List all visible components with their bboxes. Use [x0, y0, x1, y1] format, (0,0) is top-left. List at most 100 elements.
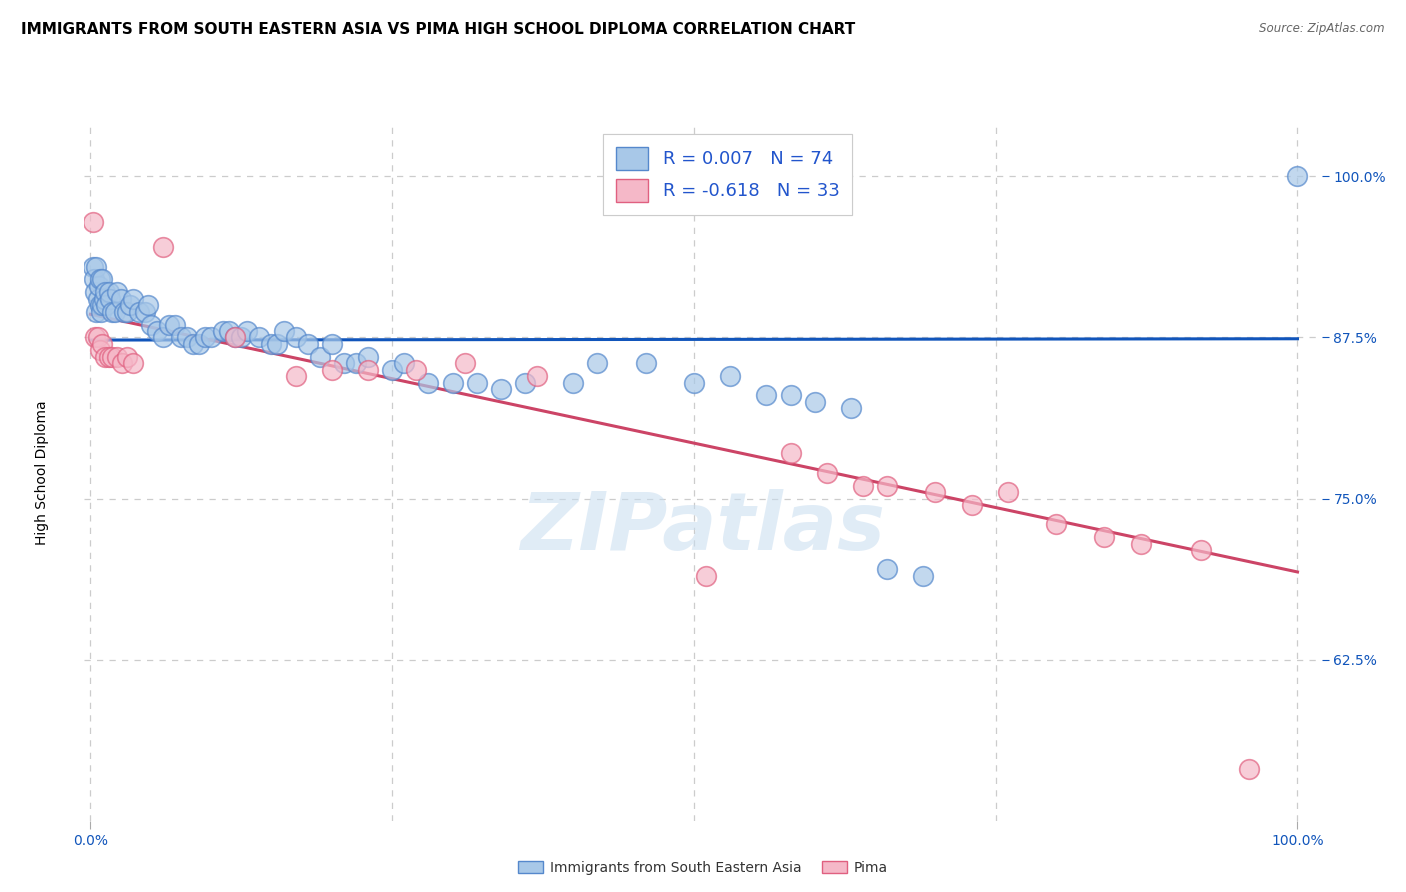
Point: [134, 304, 156, 318]
Point: [83, 272, 105, 286]
Point: [876, 478, 898, 492]
Point: [803, 395, 825, 409]
Point: [86, 330, 108, 344]
Point: [152, 330, 174, 344]
Point: [139, 318, 162, 332]
Point: [115, 350, 138, 364]
Point: [212, 324, 235, 338]
Point: [89, 272, 111, 286]
Point: [381, 362, 404, 376]
Legend: Immigrants from South Eastern Asia, Pima: Immigrants from South Eastern Asia, Pima: [512, 855, 894, 880]
Point: [86, 260, 108, 274]
Point: [84, 285, 107, 300]
Point: [815, 466, 838, 480]
Point: [266, 337, 288, 351]
Point: [111, 356, 134, 370]
Point: [194, 330, 217, 344]
Point: [441, 376, 464, 390]
Point: [284, 369, 307, 384]
Point: [297, 337, 319, 351]
Point: [513, 376, 536, 390]
Point: [94, 285, 117, 300]
Point: [695, 569, 717, 583]
Point: [912, 569, 935, 583]
Point: [852, 478, 875, 492]
Point: [94, 350, 117, 364]
Point: [110, 292, 132, 306]
Point: [924, 485, 946, 500]
Point: [247, 330, 270, 344]
Point: [405, 362, 427, 376]
Point: [308, 350, 330, 364]
Point: [224, 330, 246, 344]
Point: [115, 304, 138, 318]
Point: [260, 337, 283, 351]
Point: [121, 292, 143, 306]
Point: [105, 350, 128, 364]
Point: [86, 304, 108, 318]
Point: [1237, 762, 1260, 776]
Point: [960, 498, 983, 512]
Point: [876, 562, 898, 576]
Point: [273, 324, 295, 338]
Point: [91, 272, 114, 286]
Point: [101, 304, 124, 318]
Point: [1092, 530, 1115, 544]
Point: [418, 376, 440, 390]
Point: [89, 298, 111, 312]
Point: [84, 330, 107, 344]
Point: [170, 330, 193, 344]
Point: [200, 330, 222, 344]
Point: [1045, 517, 1067, 532]
Point: [90, 304, 112, 318]
Point: [357, 362, 380, 376]
Point: [128, 304, 150, 318]
Text: ZIPatlas: ZIPatlas: [520, 490, 886, 567]
Point: [224, 330, 246, 344]
Point: [121, 356, 143, 370]
Point: [683, 376, 706, 390]
Point: [453, 356, 475, 370]
Text: Source: ZipAtlas.com: Source: ZipAtlas.com: [1260, 22, 1385, 36]
Point: [181, 337, 204, 351]
Point: [112, 304, 135, 318]
Point: [231, 330, 253, 344]
Point: [357, 350, 380, 364]
Point: [333, 356, 356, 370]
Point: [103, 304, 125, 318]
Point: [163, 318, 186, 332]
Point: [87, 279, 110, 293]
Point: [839, 401, 862, 416]
Point: [176, 330, 198, 344]
Point: [86, 292, 108, 306]
Point: [82, 214, 104, 228]
Point: [1129, 536, 1152, 550]
Point: [779, 388, 801, 402]
Point: [634, 356, 657, 370]
Point: [526, 369, 548, 384]
Point: [284, 330, 307, 344]
Point: [1189, 543, 1212, 558]
Legend: R = 0.007   N = 74, R = -0.618   N = 33: R = 0.007 N = 74, R = -0.618 N = 33: [603, 134, 852, 215]
Point: [755, 388, 778, 402]
Point: [344, 356, 367, 370]
Point: [586, 356, 609, 370]
Point: [91, 298, 114, 312]
Point: [120, 298, 142, 312]
Point: [89, 343, 111, 358]
Point: [218, 324, 240, 338]
Point: [779, 446, 801, 460]
Point: [321, 362, 343, 376]
Point: [98, 292, 121, 306]
Point: [97, 350, 120, 364]
Point: [152, 240, 174, 254]
Point: [97, 285, 120, 300]
Point: [157, 318, 180, 332]
Point: [146, 324, 169, 338]
Point: [1286, 169, 1309, 184]
Point: [93, 292, 115, 306]
Point: [138, 298, 160, 312]
Text: High School Diploma: High School Diploma: [35, 401, 49, 545]
Text: IMMIGRANTS FROM SOUTH EASTERN ASIA VS PIMA HIGH SCHOOL DIPLOMA CORRELATION CHART: IMMIGRANTS FROM SOUTH EASTERN ASIA VS PI…: [21, 22, 855, 37]
Point: [188, 337, 211, 351]
